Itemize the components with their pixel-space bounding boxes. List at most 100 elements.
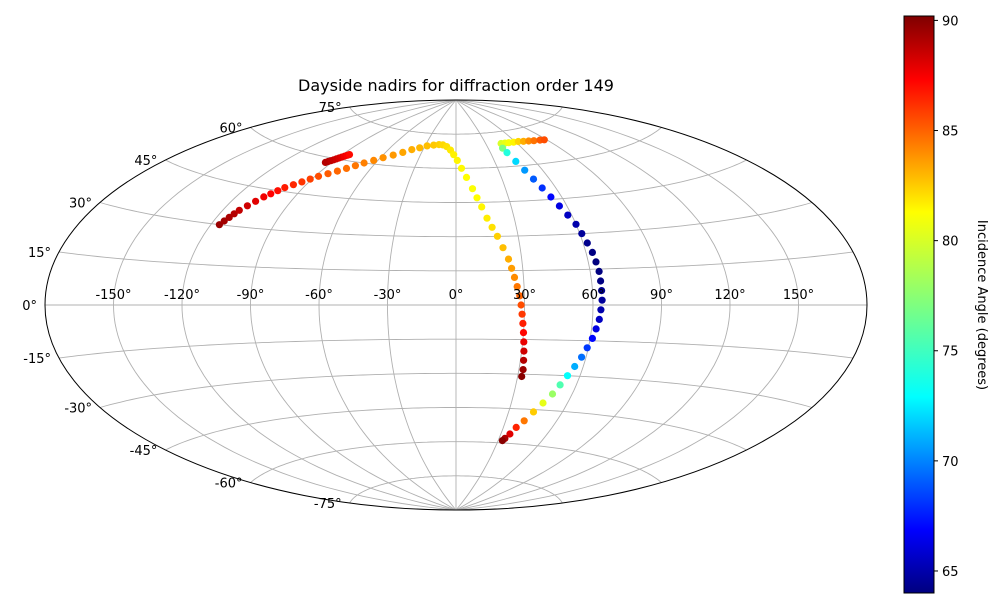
data-point <box>225 213 233 221</box>
data-point <box>450 151 458 159</box>
data-point <box>513 283 521 291</box>
parallel-gridline <box>349 475 563 504</box>
data-point <box>519 329 528 337</box>
data-point <box>519 137 528 145</box>
colorbar: 65 70 75 80 85 90 Incidence Angle (degrees) <box>903 14 989 594</box>
data-point <box>578 353 586 361</box>
parallel-gridline <box>250 441 662 483</box>
parallel-gridline <box>349 106 563 135</box>
data-point <box>389 151 397 159</box>
data-point <box>235 206 243 214</box>
data-point <box>571 362 579 371</box>
data-point <box>504 255 513 263</box>
data-point <box>538 184 546 192</box>
colorbar-tick-label: 80 <box>942 235 959 250</box>
data-point <box>510 273 519 281</box>
x-tick-label: -60° <box>305 288 333 303</box>
y-tick-label: -75° <box>314 497 342 512</box>
data-point <box>592 258 600 266</box>
data-point <box>516 292 524 300</box>
data-point <box>306 175 314 183</box>
data-point <box>408 146 416 154</box>
colorbar-tick-label: 85 <box>942 125 959 140</box>
grid-lines <box>45 100 867 510</box>
data-point <box>314 172 323 180</box>
y-tick-label: -30° <box>64 402 92 417</box>
x-tick-label: 60° <box>581 288 604 303</box>
data-point <box>519 319 527 327</box>
parallel-gridline <box>58 251 854 272</box>
data-point <box>520 347 528 355</box>
data-point <box>592 325 600 333</box>
colorbar-tick-label: 70 <box>942 455 959 470</box>
data-point <box>595 267 603 275</box>
y-tick-labels: -75° -60° -45° -30° -15° 0° 15° 30° 45° 60° 75° <box>22 101 341 512</box>
data-point <box>462 173 471 181</box>
data-point <box>597 277 605 285</box>
data-point <box>274 187 282 195</box>
data-point <box>520 356 528 364</box>
scatter-points <box>215 136 606 445</box>
data-point <box>499 244 507 252</box>
data-point <box>564 211 572 219</box>
data-point <box>512 157 520 165</box>
data-point <box>289 181 297 189</box>
data-point <box>556 381 564 389</box>
data-point <box>360 159 368 167</box>
data-point <box>519 366 527 374</box>
data-point <box>379 154 387 162</box>
data-point <box>498 437 506 445</box>
colorbar-tick-label: 65 <box>942 565 959 580</box>
colorbar-label: Incidence Angle (degrees) <box>974 220 989 390</box>
data-point <box>548 390 557 398</box>
data-point <box>267 190 275 198</box>
data-point <box>478 203 486 211</box>
data-point <box>488 223 496 231</box>
data-point <box>595 315 603 323</box>
data-point <box>399 148 407 156</box>
data-point <box>529 175 538 183</box>
data-point <box>324 170 332 178</box>
x-tick-label: 150° <box>783 288 814 303</box>
x-tick-label: 90° <box>650 288 673 303</box>
data-point <box>578 230 586 238</box>
parallel-gridline <box>165 159 747 203</box>
data-point <box>512 423 520 431</box>
data-point <box>529 408 538 416</box>
parallel-gridline <box>99 202 813 238</box>
data-point <box>530 137 538 145</box>
map-border <box>44 99 868 511</box>
data-point <box>563 372 572 380</box>
x-tick-label: 0° <box>449 288 464 303</box>
data-point <box>298 178 306 186</box>
y-tick-label: -15° <box>23 352 51 367</box>
data-point <box>493 232 501 240</box>
data-point <box>518 310 526 318</box>
x-tick-labels: -150° -120° -90° -60° -30° 0° 30° 60° 90° 120° 150… <box>95 288 814 303</box>
data-point <box>520 338 528 346</box>
data-point <box>220 217 228 225</box>
data-point <box>468 185 477 193</box>
colorbar-gradient <box>903 15 935 594</box>
parallel-gridline <box>250 127 662 169</box>
colorbar-tick-label: 75 <box>942 345 959 360</box>
data-point <box>588 248 597 256</box>
data-point <box>598 296 606 304</box>
data-point <box>508 264 516 272</box>
parallel-gridline <box>165 407 747 451</box>
data-point <box>539 399 547 407</box>
data-point <box>520 417 528 425</box>
y-tick-label: 75° <box>319 101 342 116</box>
data-point <box>423 142 431 150</box>
x-tick-label: -30° <box>374 288 402 303</box>
data-point <box>351 162 359 170</box>
x-tick-label: -150° <box>95 288 131 303</box>
x-tick-label: -90° <box>237 288 265 303</box>
data-point <box>430 141 438 149</box>
data-point <box>540 136 548 144</box>
data-point <box>370 156 378 164</box>
data-point <box>598 287 606 295</box>
data-point <box>525 137 533 145</box>
data-point <box>583 239 591 247</box>
